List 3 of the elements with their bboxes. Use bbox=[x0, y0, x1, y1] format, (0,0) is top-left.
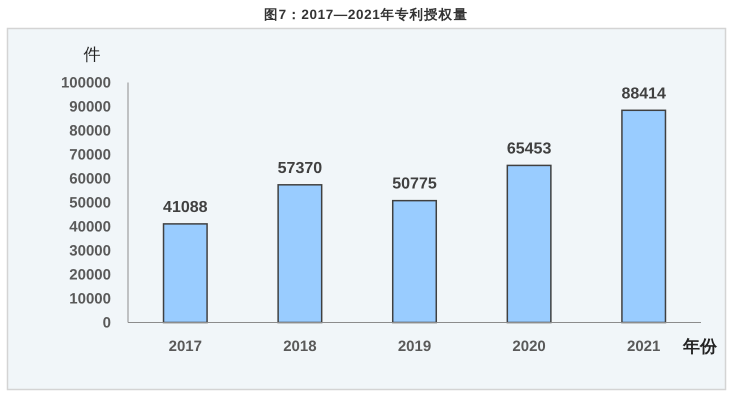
xlabel: 年份 bbox=[683, 337, 717, 356]
title: 图7：2017—2021年专利授权量 bbox=[264, 7, 468, 22]
ylabel: 件 bbox=[84, 45, 100, 64]
